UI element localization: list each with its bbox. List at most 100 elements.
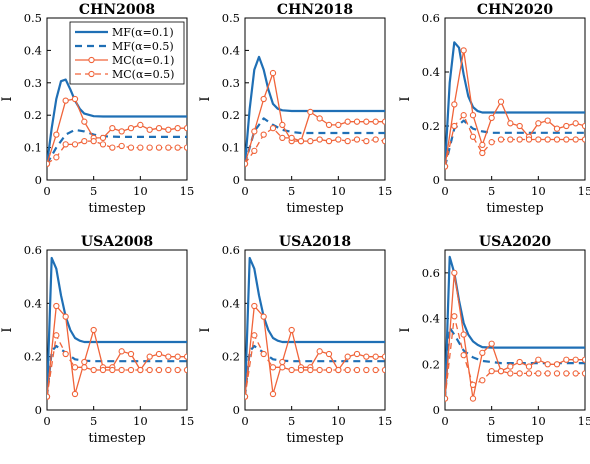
data-point-mc (335, 366, 342, 374)
data-point-mc (99, 141, 107, 148)
series-line-mf-a05 (245, 117, 385, 165)
data-point-mc (363, 353, 370, 360)
data-point-mc (535, 120, 542, 127)
data-point-mc (469, 112, 477, 119)
x-axis-label: timestep (88, 431, 145, 446)
data-point-mc (251, 332, 258, 339)
panel-title: USA2008 (81, 234, 153, 250)
data-point-mc (279, 121, 286, 129)
data-point-mc (553, 361, 561, 368)
panel-usa2020: 0 5 10 15 0 0.2 0.4 0.6 USA2020 timestep I (398, 234, 590, 446)
legend-entry: MF(α=0.1) (112, 26, 174, 39)
x-tick-label: 10 (331, 184, 346, 198)
y-tick-label: 0.2 (222, 108, 240, 122)
x-tick-label: 5 (90, 414, 97, 428)
data-point-mc (99, 366, 107, 374)
data-point-mc (451, 269, 458, 277)
data-point-mc (251, 147, 258, 154)
data-point-mc (127, 366, 135, 374)
y-tick-label: 0.3 (24, 76, 42, 90)
y-tick-label: 0 (233, 403, 240, 417)
data-point-mc (553, 370, 561, 377)
data-point-mc (497, 136, 505, 143)
series-line-mc-a01 (47, 305, 187, 397)
panel-title: CHN2020 (477, 2, 553, 18)
data-point-mc (344, 118, 351, 125)
data-point-mc (581, 356, 585, 363)
data-point-mc (251, 128, 258, 135)
data-point-mc (372, 118, 379, 125)
data-point-mc (251, 302, 258, 310)
x-tick-label: 5 (288, 414, 295, 428)
data-point-mc (344, 366, 351, 374)
data-point-mc (260, 95, 267, 103)
data-point-mc (279, 134, 286, 142)
x-tick-label: 15 (180, 414, 195, 428)
data-point-mc (516, 370, 523, 377)
panel-chn2018: 0 5 10 15 0 0.1 0.2 0.3 0.4 0.5 CHN2018 timestep I (198, 2, 392, 216)
data-point-mc (47, 393, 51, 400)
plot-area (245, 256, 385, 400)
series-line-mc-a05 (47, 140, 187, 165)
y-tick-label: 0.5 (24, 11, 42, 25)
data-point-mc (109, 366, 116, 374)
data-point-mc (460, 112, 467, 119)
x-axis-label: timestep (286, 201, 343, 216)
data-point-mc (155, 350, 163, 358)
data-point-mc (525, 136, 533, 143)
y-tick-label: 0 (35, 173, 42, 187)
data-point-mc (469, 395, 477, 402)
data-point-mc (372, 136, 379, 143)
data-point-mc (488, 340, 495, 347)
data-point-mc (288, 326, 295, 334)
data-point-mc (507, 136, 514, 143)
data-point-mc (269, 364, 277, 371)
data-point-mc (137, 144, 144, 151)
x-tick-label: 15 (378, 414, 393, 428)
data-point-mc (460, 331, 467, 338)
data-point-mc (307, 137, 314, 145)
panel-chn2020: 0 5 10 15 0 0.2 0.4 0.6 CHN2020 timestep I (398, 2, 590, 216)
data-point-mc (581, 122, 585, 130)
panel-title: USA2018 (279, 234, 351, 250)
data-point-mc (535, 356, 542, 363)
legend-entry: MC(α=0.1) (112, 54, 174, 67)
data-point-mc (353, 136, 361, 143)
legend-entry: MC(α=0.5) (112, 68, 174, 81)
y-tick-label: 0.4 (422, 65, 440, 79)
data-point-mc (563, 356, 570, 363)
data-point-mc (488, 139, 495, 146)
x-tick-label: 15 (378, 184, 393, 198)
data-point-mc (535, 370, 542, 377)
data-point-mc (99, 134, 107, 142)
data-point-mc (572, 370, 579, 377)
y-tick-label: 0.4 (24, 296, 42, 310)
series-line-mf-a05 (445, 119, 585, 167)
data-point-mc (497, 367, 505, 375)
data-point-mc (563, 136, 570, 143)
data-point-mc (137, 366, 144, 374)
data-point-mc (469, 381, 477, 389)
series-line-mc-a05 (245, 334, 385, 397)
y-axis-label: I (198, 327, 213, 332)
data-point-mc (581, 370, 585, 377)
x-tick-label: 0 (241, 184, 248, 198)
series-line-mc-a05 (445, 114, 585, 167)
data-point-mc (90, 366, 97, 374)
data-point-mc (245, 160, 249, 167)
y-tick-label: 0.6 (422, 11, 440, 25)
data-point-mc (297, 366, 305, 374)
y-tick-label: 0.2 (222, 350, 240, 364)
y-tick-label: 0.1 (24, 141, 42, 155)
data-point-mc (553, 125, 561, 132)
series-line-mf-a01 (445, 41, 585, 167)
data-point-mc (335, 121, 342, 129)
data-point-mc (544, 117, 551, 124)
data-point-mc (269, 69, 277, 77)
x-tick-label: 0 (441, 184, 448, 198)
y-tick-label: 0.3 (222, 76, 240, 90)
data-point-mc (544, 361, 551, 368)
data-point-mc (479, 149, 486, 157)
data-point-mc (127, 144, 135, 151)
data-point-mc (81, 137, 88, 145)
